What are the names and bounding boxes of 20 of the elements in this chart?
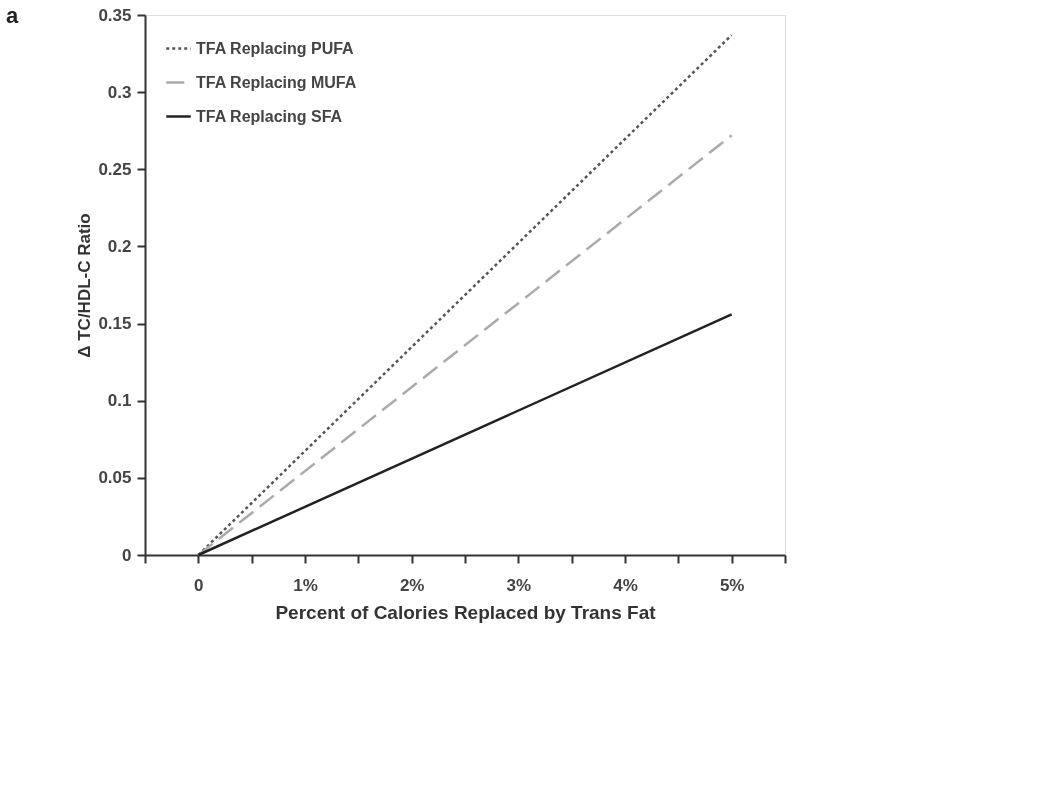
x-tick-label: 2% <box>399 575 425 595</box>
legend-label: TFA Replacing PUFA <box>196 39 355 57</box>
x-tick-label: 0 <box>194 575 204 595</box>
y-tick-label: 0.35 <box>98 5 132 25</box>
x-axis-title: Percent of Calories Replaced by Trans Fat <box>275 601 657 623</box>
x-tick-label: 5% <box>719 575 745 595</box>
legend-label: TFA Replacing SFA <box>196 107 343 125</box>
x-tick-label: 1% <box>293 575 318 595</box>
y-tick-label: 0.3 <box>107 82 132 102</box>
x-tick-label: 3% <box>506 575 532 595</box>
y-axis-title: Δ TC/HDL-C Ratio <box>75 213 95 358</box>
y-tick-label: 0.05 <box>98 468 132 488</box>
chart-title: a <box>5 3 19 28</box>
x-tick-label: 4% <box>613 575 638 595</box>
y-tick-label: 0.25 <box>98 159 132 179</box>
y-tick-label: 0.1 <box>107 391 132 411</box>
y-tick-label: 0.2 <box>107 236 132 256</box>
y-tick-label: 0 <box>122 545 132 565</box>
legend-label: TFA Replacing MUFA <box>196 73 357 91</box>
y-tick-label: 0.15 <box>98 314 132 334</box>
